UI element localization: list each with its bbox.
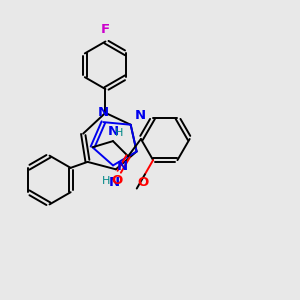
Text: O: O	[111, 174, 122, 187]
Text: N: N	[109, 176, 120, 189]
Text: O: O	[138, 176, 149, 189]
Text: N: N	[107, 124, 118, 137]
Text: H: H	[115, 128, 124, 137]
Text: N: N	[117, 160, 128, 173]
Text: F: F	[101, 23, 110, 36]
Text: H: H	[102, 176, 110, 186]
Text: N: N	[134, 110, 146, 122]
Text: N: N	[98, 106, 109, 119]
